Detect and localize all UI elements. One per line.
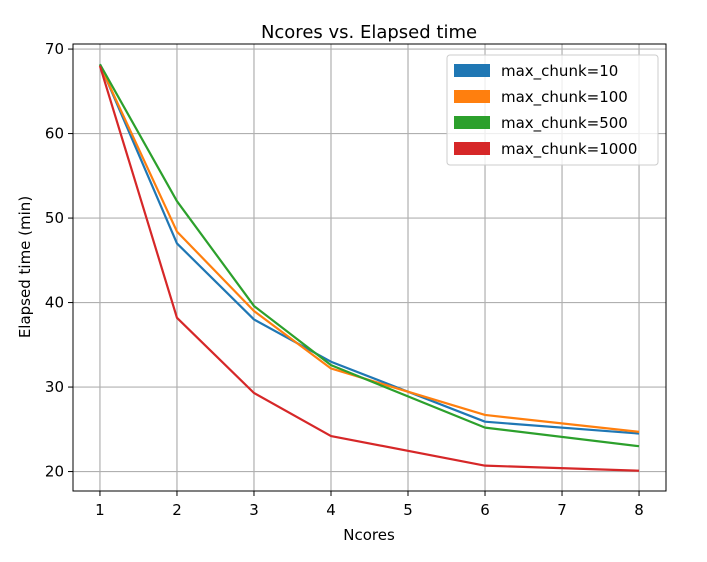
x-tick-label: 8 bbox=[634, 501, 644, 519]
legend-label-1: max_chunk=100 bbox=[501, 88, 628, 107]
legend-swatch-2 bbox=[454, 116, 490, 129]
x-tick-label: 3 bbox=[249, 501, 259, 519]
x-tick-label: 4 bbox=[326, 501, 336, 519]
y-tick-label: 70 bbox=[45, 40, 64, 58]
legend: max_chunk=10 max_chunk=100 max_chunk=500ma… bbox=[446, 54, 659, 166]
chart-title: Ncores vs. Elapsed time bbox=[261, 22, 477, 43]
series-line-1 bbox=[98, 64, 640, 433]
y-tick-label: 40 bbox=[45, 294, 64, 312]
x-tick-label: 2 bbox=[172, 501, 182, 519]
x-tick-label: 7 bbox=[557, 501, 567, 519]
x-tick-label: 5 bbox=[403, 501, 413, 519]
y-tick-label: 50 bbox=[45, 209, 64, 227]
y-tick-label: 20 bbox=[45, 463, 64, 481]
x-tick-label: 6 bbox=[480, 501, 490, 519]
y-tick-label: 60 bbox=[45, 125, 64, 143]
y-axis-label: Elapsed time (min) bbox=[16, 196, 34, 338]
legend-swatch-0 bbox=[454, 64, 490, 77]
x-axis-label: Ncores bbox=[343, 526, 395, 544]
legend-swatch-1 bbox=[454, 90, 490, 103]
plot-frame bbox=[72, 43, 667, 492]
legend-label-0: max_chunk=10 bbox=[501, 62, 618, 81]
axis-ticks: 1 2 3 4 5 6 7 8 20 30 40 50 60 70 bbox=[45, 40, 644, 519]
series-lines bbox=[98, 63, 640, 472]
x-tick-label: 1 bbox=[95, 501, 105, 519]
legend-frame bbox=[446, 54, 659, 166]
series-line-3 bbox=[98, 65, 640, 472]
legend-swatch-3 bbox=[454, 142, 490, 155]
y-tick-label: 30 bbox=[45, 378, 64, 396]
series-line-2 bbox=[98, 63, 640, 448]
legend-label-3: max_chunk=1000 bbox=[501, 140, 637, 159]
legend-label-2: max_chunk=500 bbox=[501, 114, 628, 133]
